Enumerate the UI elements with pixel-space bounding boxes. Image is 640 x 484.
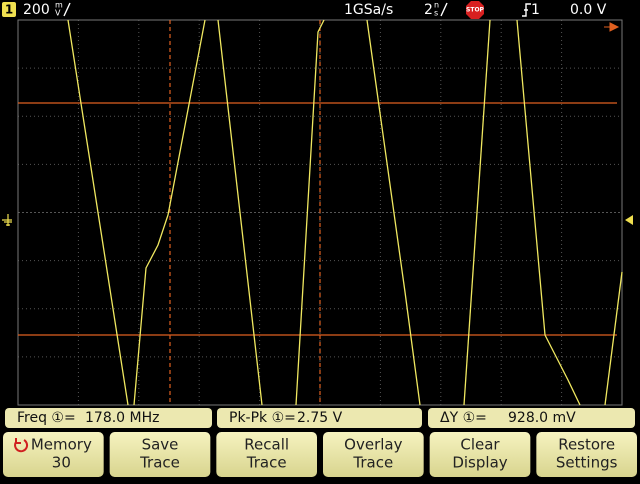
channel-number: 1 [5,3,13,17]
softkey-bar: Memory30SaveTraceRecallTraceOverlayTrace… [3,432,637,477]
waveform [67,19,623,406]
softkey-line2: Display [452,454,507,472]
trace-segment [67,19,129,406]
measurement-value: 178.0 MHz [85,410,159,426]
softkey-line1: Recall [244,436,289,454]
measurement-label: ΔY ①= [440,410,487,426]
softkey-line1: Save [142,436,179,454]
softkey-line2: Trace [139,454,180,472]
stop-icon [466,1,484,19]
timebase-unit-top: n [434,1,439,10]
softkey-line1: Overlay [344,436,402,454]
measurement-box [5,408,212,428]
measurement-value: 2.75 V [297,410,343,426]
trace-segment [463,19,491,406]
scale-value: 200 [23,2,50,18]
measurement-box [428,408,635,428]
measurement-label: Freq ①= [17,410,76,426]
trace-segment [217,19,263,406]
measurement-label: Pk-Pk ①= [229,410,296,426]
softkey-line1: Restore [558,436,615,454]
trace-segment [133,19,206,406]
channel-badge [2,2,16,17]
measurement-box [217,408,422,428]
trigger-edge-icon [522,3,531,17]
softkey-face [536,432,637,477]
run-state: STOP [466,7,485,14]
trigger-source: 1 [531,2,540,18]
softkey-line2: Trace [246,454,287,472]
softkey-line2: Trace [352,454,393,472]
softkey-face [3,432,104,477]
trace-segment [516,19,581,406]
timebase-slash [440,2,448,17]
softkey-line2: Settings [556,454,618,472]
measurement-value: 928.0 mV [508,410,576,426]
scale-unit-bottom: V [55,9,61,18]
trigger-position-marker [604,22,620,32]
scale-slash [63,2,71,17]
timebase-value: 2 [424,2,433,18]
trace-segment [604,271,623,406]
measurement-bar: Freq ①= 178.0 MHz Pk-Pk ①= 2.75 V ΔY ①= 928.0… [5,408,635,428]
softkey-face [429,432,531,477]
scale-unit-top: m [55,1,63,10]
trace-segment [366,19,421,406]
rotate-icon [14,438,29,453]
trigger-level: 0.0 V [570,2,607,18]
softkey-face [109,432,211,477]
timebase-unit-bottom: s [434,9,438,18]
trace-segment [295,19,325,406]
softkey-line1: Memory [31,436,92,454]
ground-marker [2,214,12,226]
softkey-face [323,432,424,477]
status-bar: 1 200 m V 1GSa/s 2 n s STOP 1 0.0 V [2,1,607,19]
softkey-line1: Clear [460,436,500,454]
softkey-face [216,432,317,477]
trigger-level-marker [625,215,633,225]
sample-rate: 1GSa/s [344,2,393,18]
softkey-line2: 30 [52,454,71,472]
